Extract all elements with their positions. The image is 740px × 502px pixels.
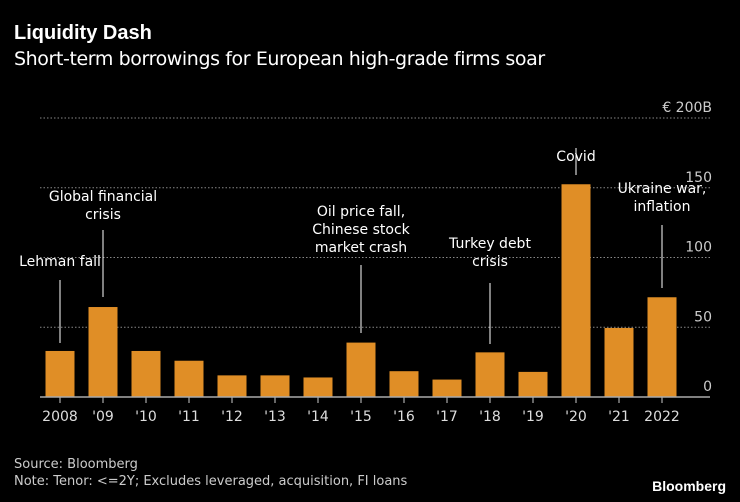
annotation-label: inflation <box>634 199 691 215</box>
bar <box>260 375 290 397</box>
annotation-label: Lehman fall <box>19 254 101 270</box>
bar <box>561 184 591 397</box>
x-tick-label: '20 <box>565 409 587 425</box>
annotation-label: crisis <box>472 254 508 270</box>
y-tick-label: 0 <box>703 379 712 395</box>
bar <box>45 350 75 397</box>
y-tick-label: € 200B <box>662 100 712 116</box>
y-tick-label: 100 <box>685 240 712 256</box>
x-tick-label: '11 <box>178 409 200 425</box>
x-tick-label: 2022 <box>644 409 680 425</box>
bar <box>432 379 462 397</box>
note-text: Note: Tenor: <=2Y; Excludes leveraged, a… <box>14 474 408 489</box>
x-tick-label: '13 <box>264 409 286 425</box>
chart-title: Liquidity Dash <box>14 22 152 44</box>
annotation-label: Global financial <box>49 189 157 205</box>
source-text: Source: Bloomberg <box>14 457 138 472</box>
bar <box>647 297 677 397</box>
x-tick-label: '10 <box>135 409 157 425</box>
bar <box>303 377 333 397</box>
bar <box>389 371 419 397</box>
annotation-label: Chinese stock <box>312 222 410 238</box>
bar <box>88 307 118 397</box>
annotation-label: market crash <box>315 240 407 256</box>
annotation-label: Turkey debt <box>448 236 531 252</box>
bloomberg-logo: Bloomberg <box>652 478 726 494</box>
annotation-label: crisis <box>85 207 121 223</box>
x-tick-label: '12 <box>221 409 243 425</box>
annotation-label: Ukraine war, <box>618 181 707 197</box>
bar <box>217 375 247 397</box>
x-tick-label: '14 <box>307 409 329 425</box>
bar <box>131 350 161 397</box>
x-tick-label: '09 <box>92 409 114 425</box>
bar <box>604 327 634 397</box>
x-tick-label: 2008 <box>42 409 78 425</box>
chart-subtitle: Short-term borrowings for European high-… <box>14 48 545 70</box>
y-tick-label: 50 <box>694 309 712 325</box>
annotation-label: Oil price fall, <box>317 204 405 220</box>
bar <box>518 371 548 397</box>
y-tick-label: 150 <box>685 170 712 186</box>
bar <box>475 352 505 397</box>
x-tick-label: '15 <box>350 409 372 425</box>
bar <box>346 342 376 397</box>
x-tick-label: '16 <box>393 409 415 425</box>
x-tick-label: '21 <box>608 409 630 425</box>
x-tick-label: '18 <box>479 409 501 425</box>
bar <box>174 360 204 397</box>
x-tick-label: '17 <box>436 409 458 425</box>
x-tick-label: '19 <box>522 409 544 425</box>
